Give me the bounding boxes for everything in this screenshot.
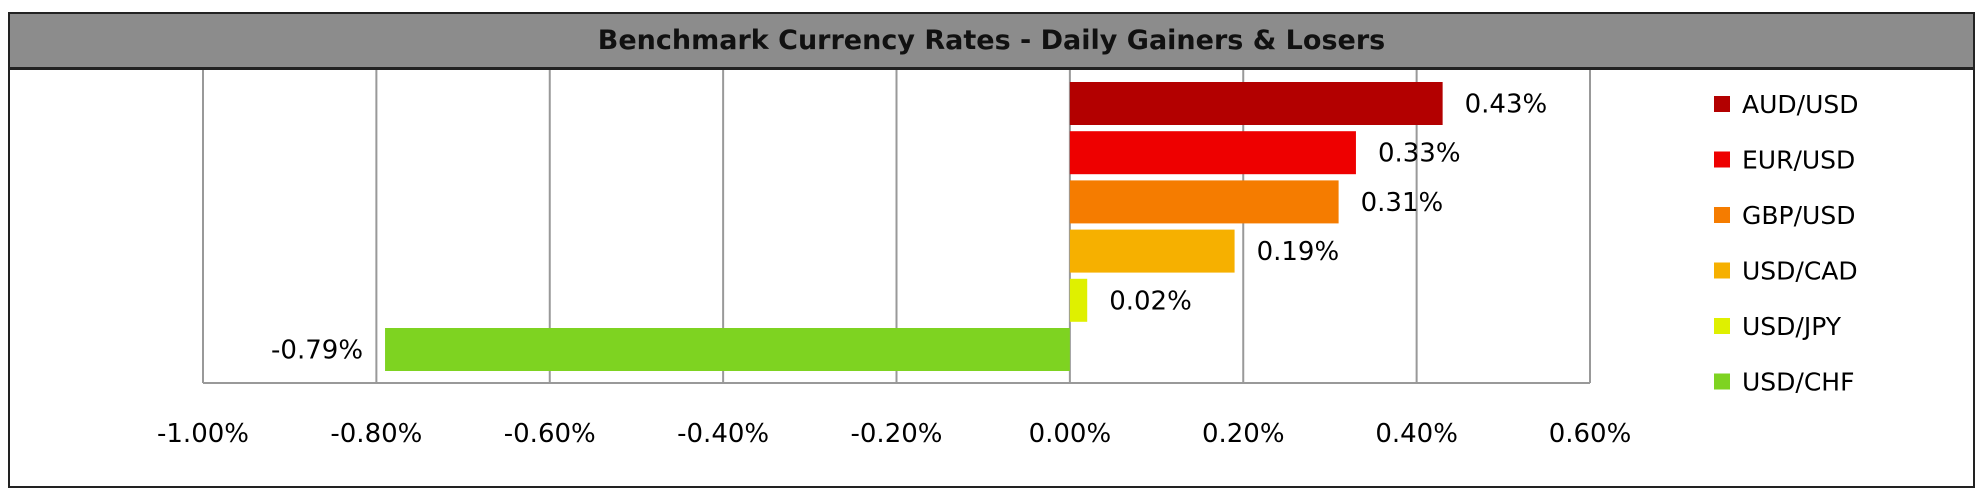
bar-eur-usd <box>1069 131 1356 175</box>
x-tick-label: -0.40% <box>677 419 769 449</box>
legend: AUD/USD EUR/USD GBP/USD USD/CAD USD/JPY USD/C… <box>1714 90 1859 397</box>
legend-label: USD/CHF <box>1742 368 1854 397</box>
data-label: 0.19% <box>1257 237 1340 267</box>
x-tick-label: 0.20% <box>1202 419 1285 449</box>
x-tick-label: 0.60% <box>1549 419 1632 449</box>
legend-label: EUR/USD <box>1742 146 1855 175</box>
data-label: 0.33% <box>1378 139 1461 169</box>
bar-gbp-usd <box>1069 180 1339 224</box>
chart-title-bar: Benchmark Currency Rates - Daily Gainers… <box>10 14 1973 70</box>
chart-frame: Benchmark Currency Rates - Daily Gainers… <box>8 12 1975 488</box>
data-label: 0.31% <box>1361 188 1444 218</box>
data-label: -0.79% <box>271 336 363 366</box>
legend-label: USD/JPY <box>1742 312 1842 341</box>
legend-swatch <box>1714 207 1730 223</box>
legend-label: GBP/USD <box>1742 201 1855 230</box>
x-axis-ticks: -1.00% -0.80% -0.60% -0.40% -0.20% 0.00% 0.20%… <box>157 419 1631 449</box>
bar-aud-usd <box>1069 82 1443 125</box>
bars <box>385 82 1443 371</box>
legend-swatch <box>1714 151 1730 168</box>
data-label: 0.02% <box>1109 286 1192 316</box>
legend-label: AUD/USD <box>1742 90 1859 119</box>
x-tick-label: -1.00% <box>157 419 249 449</box>
bar-usd-jpy <box>1069 278 1088 322</box>
x-tick-label: -0.20% <box>851 419 943 449</box>
legend-label: USD/CAD <box>1742 257 1858 286</box>
bar-usd-cad <box>1069 229 1235 273</box>
bar-usd-chf <box>385 328 1070 371</box>
legend-swatch <box>1714 262 1730 279</box>
legend-swatch <box>1714 318 1730 334</box>
legend-swatch <box>1714 96 1730 112</box>
data-label: 0.43% <box>1465 90 1548 120</box>
chart-title: Benchmark Currency Rates - Daily Gainers… <box>597 25 1386 56</box>
legend-swatch <box>1714 373 1730 390</box>
x-tick-label: 0.00% <box>1029 419 1112 449</box>
x-tick-label: 0.40% <box>1375 419 1458 449</box>
x-tick-label: -0.80% <box>330 419 422 449</box>
data-labels: 0.43%0.33% 0.31% 0.19% 0.02% -0.79% <box>271 90 1547 366</box>
x-tick-label: -0.60% <box>504 419 596 449</box>
